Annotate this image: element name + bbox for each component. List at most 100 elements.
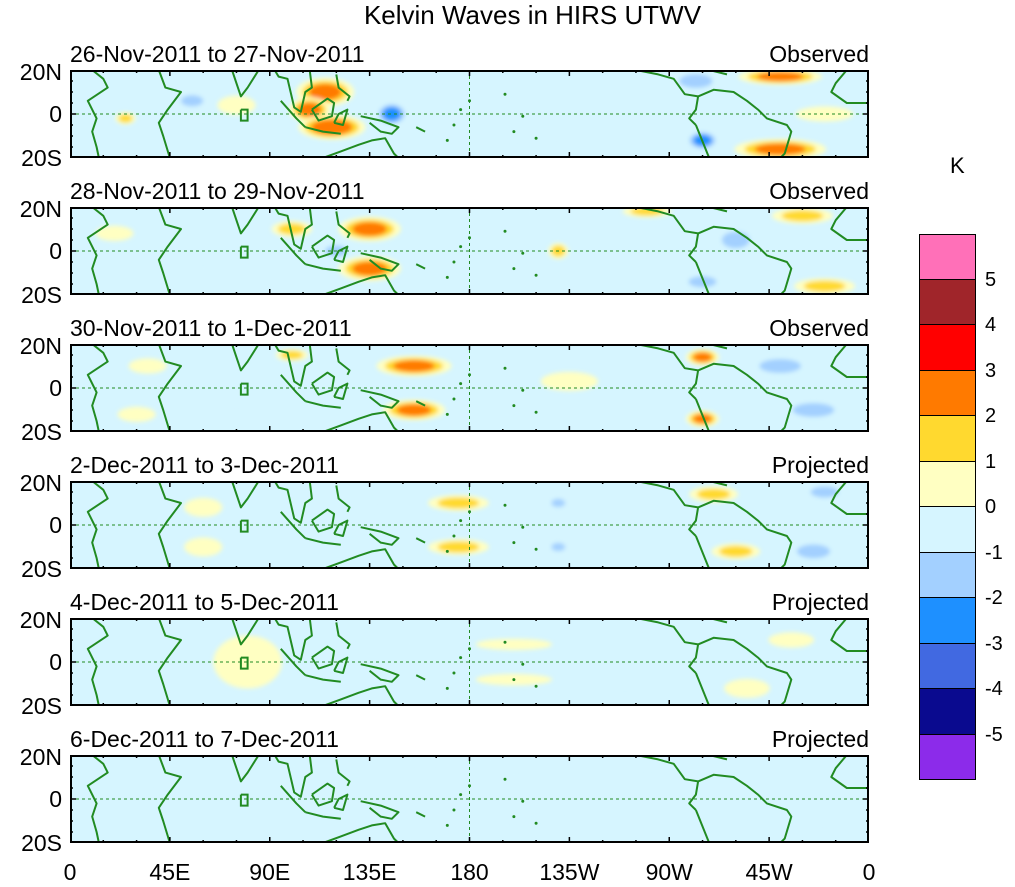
island-marker: [534, 547, 538, 551]
colorbar-swatch: [919, 234, 976, 280]
anomaly-contour: [693, 352, 712, 362]
map-panel: 30-Nov-2011 to 1-Dec-2011 Observed 20N 0 20S: [20, 315, 869, 444]
coastline: [360, 389, 400, 409]
anomaly-contour: [352, 222, 387, 236]
colorbar-label: 2: [985, 405, 997, 427]
anomaly-contour: [719, 545, 753, 557]
coastline: [635, 618, 793, 706]
coastline: [157, 481, 182, 569]
colorbar-swatch: [919, 507, 976, 553]
coastline: [322, 137, 400, 158]
panel-date-range: 28-Nov-2011 to 29-Nov-2011: [70, 178, 365, 204]
island-marker: [512, 815, 516, 819]
latitude-label: 20S: [21, 145, 62, 171]
coastline: [196, 481, 313, 524]
island-marker: [512, 267, 516, 271]
coastline: [694, 398, 711, 432]
map-panel: 2-Dec-2011 to 3-Dec-2011 Projected 20N 0 20S: [20, 452, 869, 581]
map-frame: [70, 70, 869, 158]
island-marker: [459, 793, 463, 797]
latitude-label: 0: [49, 375, 62, 401]
anomaly-contour: [540, 371, 598, 391]
map-frame: [70, 344, 869, 432]
coastline: [239, 656, 249, 670]
map-frame: [70, 481, 869, 569]
coastline: [830, 618, 869, 652]
anomaly-contour: [352, 261, 387, 276]
coastline: [70, 755, 109, 843]
coastline: [635, 755, 793, 843]
anomaly-contour: [407, 82, 465, 102]
coastline: [415, 126, 426, 133]
anomaly-contour: [117, 406, 156, 422]
coastline: [280, 100, 307, 128]
coastline: [239, 382, 249, 396]
coastline: [688, 781, 700, 811]
coastline: [335, 74, 351, 102]
coastline: [70, 618, 109, 706]
coastline: [635, 344, 793, 432]
coastline: [635, 207, 793, 295]
coastline: [322, 411, 400, 432]
coastline: [157, 618, 182, 706]
coastline: [70, 207, 109, 295]
anomaly-contour: [754, 143, 806, 155]
colorbar-label: 4: [985, 314, 997, 336]
island-marker: [503, 229, 507, 233]
latitude-label: 20S: [21, 419, 62, 445]
coastline: [311, 371, 336, 396]
latitude-label: 0: [49, 101, 62, 127]
island-marker: [503, 777, 507, 781]
anomaly-contour: [184, 497, 223, 517]
panel-date-range: 26-Nov-2011 to 27-Nov-2011: [70, 41, 365, 67]
coastline: [415, 537, 426, 544]
anomaly-contour: [128, 358, 167, 374]
longitude-label: 45W: [745, 859, 793, 885]
latitude-label: 20S: [21, 556, 62, 582]
island-marker: [521, 114, 525, 118]
coastline: [157, 755, 182, 843]
panel-status: Projected: [771, 452, 869, 478]
coastline: [305, 811, 341, 820]
coastline: [360, 663, 400, 683]
colorbar-swatch: [919, 689, 976, 735]
coastline: [415, 400, 426, 407]
colorbar-swatch: [919, 643, 976, 689]
colorbar-label: -5: [985, 723, 1003, 746]
anomaly-contour: [118, 114, 133, 123]
anomaly-contour: [551, 498, 566, 508]
island-marker: [521, 799, 525, 803]
anomaly-contour: [697, 488, 731, 500]
island-marker: [512, 541, 516, 545]
island-marker: [521, 662, 525, 666]
coastline: [688, 96, 700, 126]
colorbar-label: 0: [985, 496, 997, 518]
island-marker: [459, 519, 463, 523]
anomaly-contour: [475, 132, 552, 148]
coastline: [239, 793, 249, 807]
island-marker: [503, 366, 507, 370]
island-marker: [503, 92, 507, 96]
anomaly-contour: [475, 638, 552, 651]
coastline: [305, 400, 341, 409]
map-frame: [70, 207, 869, 295]
coastline: [360, 800, 400, 820]
anomaly-contour: [679, 74, 713, 88]
anomaly-contour: [184, 537, 223, 557]
coastline: [157, 207, 182, 295]
coastline: [239, 519, 249, 533]
coastline: [704, 207, 728, 213]
anomaly-contour: [217, 95, 256, 115]
island-marker: [459, 245, 463, 249]
anomaly-contour: [757, 72, 804, 82]
island-marker: [452, 534, 456, 538]
latitude-label: 20S: [21, 830, 62, 856]
map-frame: [70, 618, 869, 706]
island-marker: [534, 273, 538, 277]
colorbar-label: -2: [985, 587, 1003, 609]
island-marker: [445, 823, 449, 827]
coastline: [335, 485, 351, 513]
coastline: [335, 622, 351, 650]
anomaly-map: [70, 70, 869, 158]
island-marker: [445, 138, 449, 142]
